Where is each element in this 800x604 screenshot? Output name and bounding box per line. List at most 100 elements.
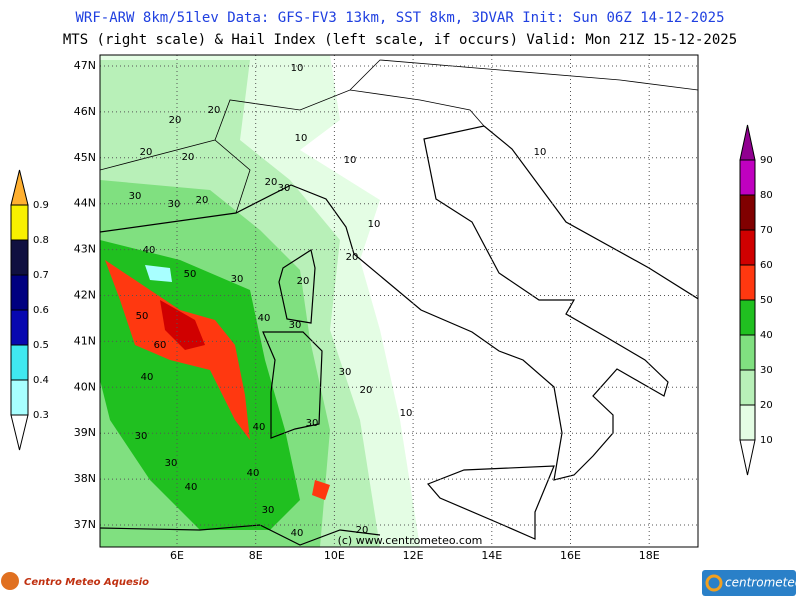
contour-label: 20 [196,195,209,206]
map-border [99,54,699,548]
left-logo: Centro Meteo Aquesio [24,577,149,588]
contour-label: 30 [278,183,291,194]
contour-label: 30 [168,199,181,210]
lon-label: 18E [639,549,660,562]
colorbar-top-triangle [10,169,29,206]
contour-label: 40 [185,482,198,493]
contour-label: 10 [295,133,308,144]
colorbar-bottom-triangle [10,414,29,451]
sardinia [262,331,323,439]
contour-label: 10 [534,147,547,158]
lon-label: 16E [560,549,581,562]
colorbar-segment [739,369,756,406]
mts-area-50 [105,260,250,440]
contour-label: 10 [368,219,381,230]
colorbar-segment [10,344,29,381]
colorbar-bottom-triangle [739,439,756,476]
lat-label: 44N [74,197,96,210]
lat-label: 47N [74,59,96,72]
graticule: 47N 46N 45N 44N 43N 42N 41N 40N 39N 38N 37N 6E 8E 10E… [74,55,698,562]
colorbar-segment [739,229,756,266]
contour-label: 40 [253,422,266,433]
colorbar-label: 80 [760,190,773,201]
colorbar-segment [739,404,756,441]
contour-label: 40 [258,313,271,324]
colorbar-label: 0.5 [33,340,49,351]
mts-area-red-small [312,480,330,500]
lon-label: 10E [324,549,345,562]
sicily [426,465,555,540]
contour-label: 30 [339,367,352,378]
colorbar-segment [10,309,29,346]
lat-label: 46N [74,105,96,118]
lat-label: 42N [74,289,96,302]
colorbar-segment [10,239,29,276]
contour-label: 20 [360,385,373,396]
contour-label: 40 [291,528,304,539]
balkan-coast [483,125,698,300]
lat-label: 45N [74,151,96,164]
borders [100,59,698,214]
colorbar-label: 0.3 [33,410,49,421]
contour-label: 50 [136,311,149,322]
colorbar-label: 0.7 [33,270,49,281]
right-logo-box [702,570,796,596]
mts-colorbar: 10 20 30 40 50 60 70 80 90 [739,124,773,476]
header-line2: MTS (right scale) & Hail Index (left sca… [63,32,737,48]
colorbar-label: 0.9 [33,200,49,211]
lat-label: 43N [74,243,96,256]
colorbar-segment [739,194,756,231]
lon-label: 8E [249,549,263,562]
lon-label: 14E [481,549,502,562]
colorbar-segment [10,204,29,241]
contour-label: 30 [231,274,244,285]
lon-label: 6E [170,549,184,562]
contour-label: 30 [165,458,178,469]
colorbar-segment [739,299,756,336]
colorbar-label: 70 [760,225,773,236]
colorbar-label: 50 [760,295,773,306]
left-logo-icon [1,572,19,590]
contour-label: 10 [291,63,304,74]
hail-colorbar: 0.3 0.4 0.5 0.6 0.7 0.8 0.9 [10,169,49,451]
colorbar-label: 30 [760,365,773,376]
contour-label: 20 [265,177,278,188]
lon-label: 12E [403,549,424,562]
contour-label: 50 [184,269,197,280]
colorbar-segment [10,379,29,416]
contour-label: 30 [135,431,148,442]
colorbar-label: 60 [760,260,773,271]
lat-label: 39N [74,426,96,439]
lat-label: 38N [74,472,96,485]
colorbar-top-triangle [739,124,756,161]
right-logo: centrometeo [725,576,800,590]
colorbar-label: 40 [760,330,773,341]
colorbar-segment [10,274,29,311]
colorbar-label: 0.4 [33,375,49,386]
colorbar-label: 10 [760,435,773,446]
right-logo-icon [705,574,723,592]
colorbar-segment [739,264,756,301]
contour-label: 20 [356,525,369,536]
contour-label: 30 [306,418,319,429]
contour-label: 40 [247,468,260,479]
colorbar-label: 20 [760,400,773,411]
colorbar-segment [739,159,756,196]
colorbar-segment [739,334,756,371]
colorbar-label: 0.6 [33,305,49,316]
contour-label: 20 [297,276,310,287]
corsica [278,249,316,324]
contour-label: 60 [154,340,167,351]
hail-area [145,265,172,282]
contour-label: 40 [143,245,156,256]
colorbar-label: 90 [760,155,773,166]
watermark: (c) www.centrometeo.com [338,534,483,547]
contour-label: 30 [262,505,275,516]
contour-label: 10 [344,155,357,166]
contour-label: 20 [182,152,195,163]
contour-label: 20 [169,115,182,126]
contour-label: 20 [346,252,359,263]
contour-label: 30 [289,320,302,331]
africa-coast [100,524,381,546]
